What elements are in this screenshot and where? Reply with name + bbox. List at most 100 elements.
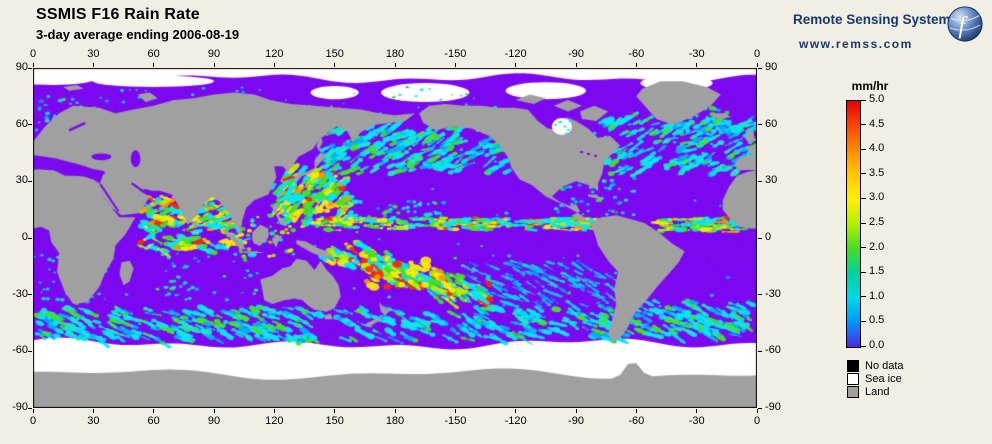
brand-name: Remote Sensing Systems: [793, 12, 959, 27]
lat-axis-tick: [28, 350, 32, 352]
lon-axis-tick: [394, 63, 396, 67]
legend-label: No data: [865, 359, 904, 372]
lat-axis-tick: [758, 407, 762, 409]
lon-axis-label: 120: [265, 48, 284, 60]
lat-axis-tick: [758, 237, 762, 239]
colorbar-tick: [861, 148, 866, 150]
colorbar-tick-label: 0.5: [869, 314, 885, 327]
lon-axis-tick: [213, 409, 215, 413]
lon-axis-label: 60: [147, 48, 160, 60]
colorbar-tick-label: 4.0: [869, 142, 885, 155]
lat-axis-tick: [758, 124, 762, 126]
lon-axis-tick: [334, 409, 336, 413]
colorbar-tick-label: 2.5: [869, 216, 885, 228]
lon-axis-label: 90: [207, 48, 221, 60]
colorbar-tick: [861, 197, 866, 199]
lat-axis-label: -60: [12, 344, 28, 357]
colorbar-tick: [861, 173, 866, 175]
lon-axis-label: 0: [29, 48, 37, 60]
lon-axis-tick: [273, 63, 275, 67]
lon-axis-label: -120: [504, 415, 527, 427]
colorbar-tick-label: 4.5: [869, 117, 885, 130]
lon-axis-label: 90: [207, 415, 221, 427]
lon-axis-tick: [334, 63, 336, 67]
lon-axis-tick: [153, 63, 155, 67]
lon-axis-tick: [696, 409, 698, 413]
lon-axis-label: 0: [29, 415, 37, 427]
lon-axis-tick: [454, 409, 456, 413]
lon-axis-tick: [394, 409, 396, 413]
lon-axis-tick: [756, 63, 758, 67]
lon-axis-tick: [575, 409, 577, 413]
lon-axis-tick: [153, 409, 155, 413]
lat-axis-tick: [758, 350, 762, 352]
world-rain-rate-map: [33, 68, 757, 408]
lon-axis-label: -60: [628, 48, 645, 60]
lon-axis-label: -150: [444, 415, 467, 427]
legend-label: Sea ice: [865, 372, 902, 385]
lon-axis-label: 60: [147, 415, 160, 427]
colorbar-tick: [861, 296, 866, 298]
lon-axis-label: 120: [265, 415, 284, 427]
lon-axis-label: -120: [504, 48, 527, 60]
legend-swatch-land: [847, 385, 859, 398]
lon-axis-tick: [635, 63, 637, 67]
lat-axis-label: -90: [12, 401, 28, 413]
colorbar-tick-label: 3.5: [869, 166, 885, 179]
brand-url-link[interactable]: www.remss.com: [799, 37, 913, 51]
remss-globe-logo-icon: f: [946, 5, 984, 43]
lon-axis-label: -60: [628, 415, 645, 427]
lat-axis-tick: [28, 180, 32, 182]
lat-axis-label: 90: [15, 61, 28, 73]
lon-axis-label: 30: [87, 48, 100, 60]
lat-axis-tick: [28, 124, 32, 126]
lon-axis-label: 180: [385, 48, 405, 60]
lon-axis-tick: [213, 63, 215, 67]
lon-axis-label: -90: [568, 415, 584, 427]
colorbar-tick-label: 0.0: [869, 339, 885, 351]
legend-item: Land: [847, 385, 904, 398]
lon-axis-tick: [515, 63, 517, 67]
legend-item: Sea ice: [847, 372, 904, 385]
lon-axis-label: -30: [688, 48, 705, 60]
lat-axis-label: 0: [765, 231, 772, 243]
lat-axis-tick: [28, 294, 32, 296]
colorbar-tick: [861, 222, 866, 224]
lat-axis-tick: [28, 237, 32, 239]
lon-axis-label: 30: [87, 415, 100, 427]
legend-item: No data: [847, 359, 904, 372]
colorbar-tick-label: 1.5: [869, 265, 885, 278]
colorbar-tick: [861, 99, 866, 101]
legend: No data Sea ice Land: [847, 359, 904, 398]
lon-axis-tick: [696, 63, 698, 67]
colorbar-tick-label: 3.0: [869, 191, 885, 204]
legend-swatch-sea-ice: [847, 372, 859, 385]
colorbar-tick-label: 5.0: [869, 93, 885, 105]
lat-axis-label: 30: [765, 174, 778, 187]
page-title: SSMIS F16 Rain Rate: [36, 6, 200, 23]
lon-axis-tick: [32, 409, 34, 413]
lat-axis-label: -30: [12, 287, 28, 300]
lat-axis-label: 90: [765, 61, 778, 73]
lat-axis-tick: [758, 67, 762, 69]
lon-axis-tick: [454, 63, 456, 67]
lat-axis-label: 30: [15, 174, 28, 187]
lon-axis-label: 0: [753, 415, 761, 427]
lon-axis-tick: [756, 409, 758, 413]
lat-axis-label: -60: [765, 344, 781, 357]
colorbar-unit-label: mm/hr: [851, 79, 889, 93]
colorbar-tick: [861, 320, 866, 322]
page-subtitle: 3-day average ending 2006-08-19: [36, 27, 240, 42]
lat-axis-label: -30: [765, 287, 781, 300]
colorbar-tick: [861, 271, 866, 273]
lat-axis-tick: [758, 180, 762, 182]
colorbar-tick: [861, 247, 866, 249]
lon-axis-tick: [515, 409, 517, 413]
lon-axis-tick: [273, 409, 275, 413]
lat-axis-label: -90: [765, 401, 781, 413]
lon-axis-tick: [635, 409, 637, 413]
lat-axis-tick: [28, 407, 32, 409]
colorbar-tick: [861, 124, 866, 126]
lon-axis-tick: [92, 63, 94, 67]
colorbar-tick-label: 2.0: [869, 240, 885, 253]
